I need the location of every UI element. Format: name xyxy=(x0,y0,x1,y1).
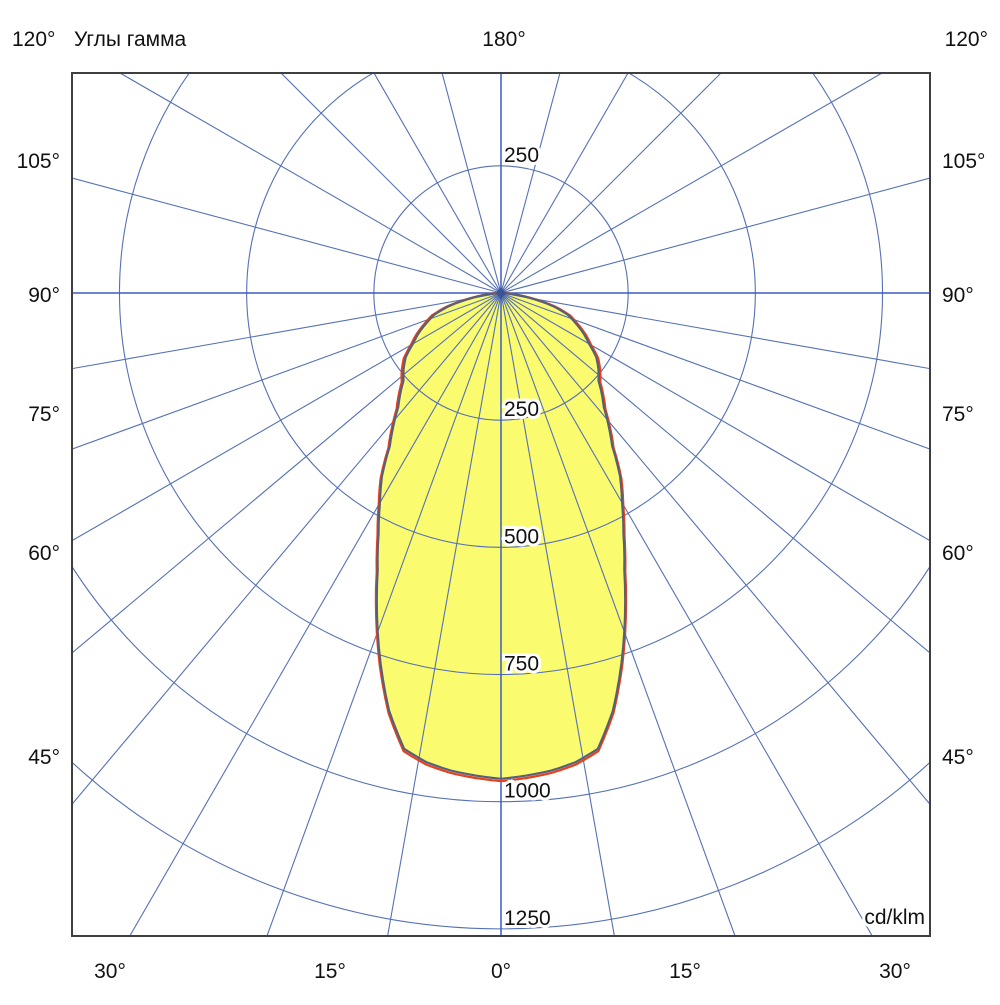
gamma-ray-10-left xyxy=(387,292,502,936)
gamma-ray-165-right xyxy=(500,73,561,294)
gamma-ray-30-right xyxy=(500,292,873,936)
chart-title: Углы гамма xyxy=(74,28,187,51)
corner-label-120-left: 120° xyxy=(12,28,55,51)
beam-outline-red xyxy=(374,291,628,783)
gamma-ray-50-right xyxy=(500,292,930,654)
side-label-right-90°: 90° xyxy=(942,284,974,307)
side-label-right-105°: 105° xyxy=(942,150,985,173)
side-label-right-60°: 60° xyxy=(942,542,974,565)
ring-label-below-500: 500 xyxy=(504,525,539,548)
gamma-ray-120-left xyxy=(119,73,502,294)
ring-label-below-1000: 1000 xyxy=(504,780,551,803)
gamma-ray-80-left xyxy=(72,292,502,370)
bottom-label-15°: 15° xyxy=(669,960,701,983)
side-label-left-45°: 45° xyxy=(28,746,60,769)
ring-label-below-250: 250 xyxy=(504,398,539,421)
gamma-ray-105-left xyxy=(72,177,502,294)
bottom-label-15°: 15° xyxy=(314,960,346,983)
ring-label-below-1250: 1250 xyxy=(504,907,551,930)
unit-label: cd/klm xyxy=(864,906,925,929)
gamma-ray-80-right xyxy=(500,292,930,370)
plot-area xyxy=(72,73,930,936)
gamma-ray-40-left xyxy=(72,292,502,805)
gamma-ray-120-right xyxy=(500,73,883,294)
top-label-180: 180° xyxy=(482,28,525,51)
ring-label-above-250: 250 xyxy=(504,144,539,167)
gamma-ray-105-right xyxy=(500,177,930,294)
gamma-ray-60-left xyxy=(72,292,502,542)
side-label-right-75°: 75° xyxy=(942,403,974,426)
gamma-ray-60-right xyxy=(500,292,930,542)
beam-outline-dark xyxy=(375,291,627,780)
side-label-right-45°: 45° xyxy=(942,746,974,769)
ring-label-below-750: 750 xyxy=(504,653,539,676)
center-marker xyxy=(496,287,506,299)
gamma-ray-10-right xyxy=(500,292,615,936)
gamma-ray-165-left xyxy=(441,73,502,294)
plot-frame xyxy=(71,72,931,937)
gamma-ray-150-right xyxy=(500,73,629,294)
gamma-ray-135-left xyxy=(280,73,502,294)
bottom-label-30°: 30° xyxy=(879,960,911,983)
side-label-left-90°: 90° xyxy=(28,284,60,307)
side-label-left-60°: 60° xyxy=(28,542,60,565)
gamma-ray-20-left xyxy=(266,292,502,936)
side-label-left-105°: 105° xyxy=(17,150,60,173)
gamma-ray-40-right xyxy=(500,292,930,805)
gamma-ray-150-left xyxy=(373,73,502,294)
bottom-label-30°: 30° xyxy=(94,960,126,983)
gamma-ray-30-left xyxy=(129,292,502,936)
gamma-ray-135-right xyxy=(500,73,722,294)
bottom-label-0°: 0° xyxy=(491,960,511,983)
corner-label-120-right: 120° xyxy=(945,28,988,51)
gamma-ray-50-left xyxy=(72,292,502,654)
gamma-ray-20-right xyxy=(500,292,736,936)
side-label-left-75°: 75° xyxy=(28,403,60,426)
